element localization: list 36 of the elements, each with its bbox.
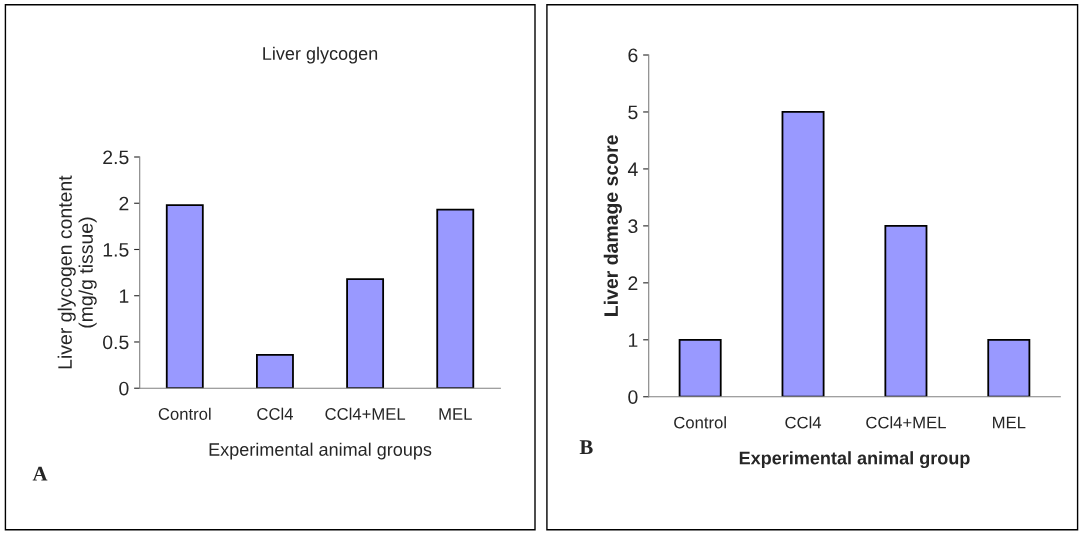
- y-tick-label: 5: [628, 105, 638, 120]
- y-tick-label: 2: [628, 276, 638, 290]
- x-tick-label: CCl4: [257, 407, 293, 420]
- y-axis-title: Liver damage score: [603, 135, 622, 316]
- y-tick-label: 1: [119, 289, 129, 303]
- y-tick-label: 2.5: [103, 150, 129, 165]
- y-tick-label: 6: [628, 48, 638, 63]
- x-tick-label: CCl4: [785, 416, 822, 429]
- y-tick-label: 1.5: [103, 243, 129, 257]
- bar: [884, 224, 928, 397]
- y-tick-label: 3: [628, 219, 638, 234]
- x-tick-label: MEL: [439, 408, 472, 420]
- bar: [256, 354, 294, 389]
- x-tick-label: MEL: [993, 416, 1026, 429]
- bar: [165, 204, 204, 389]
- y-tick-label: 1: [628, 333, 638, 347]
- x-tick-label: CCl4+MEL: [866, 416, 946, 429]
- x-tick-label: Control: [674, 416, 726, 429]
- y-tick-label: 4: [627, 162, 638, 176]
- y-tick-label: 0.5: [103, 335, 129, 350]
- text: B: [579, 440, 593, 454]
- y-tick-label: 2: [119, 196, 129, 211]
- x-axis-title: Experimental animal groups: [209, 442, 432, 460]
- x-tick-label: CCl4+MEL: [325, 407, 406, 420]
- y-axis-title: Liver glycogen content (mg/g tissue): [57, 175, 97, 369]
- bar: [781, 111, 825, 397]
- y-tick-label: 0: [119, 381, 129, 396]
- text: A: [32, 466, 48, 481]
- chart-title: Liver glycogen: [263, 46, 378, 64]
- bar: [678, 338, 722, 397]
- bar: [987, 338, 1031, 397]
- x-tick-label: Control: [158, 407, 211, 420]
- bar: [436, 208, 475, 389]
- bar: [346, 278, 385, 389]
- x-axis-title: Experimental animal group: [739, 451, 970, 469]
- y-tick-label: 0: [628, 390, 638, 404]
